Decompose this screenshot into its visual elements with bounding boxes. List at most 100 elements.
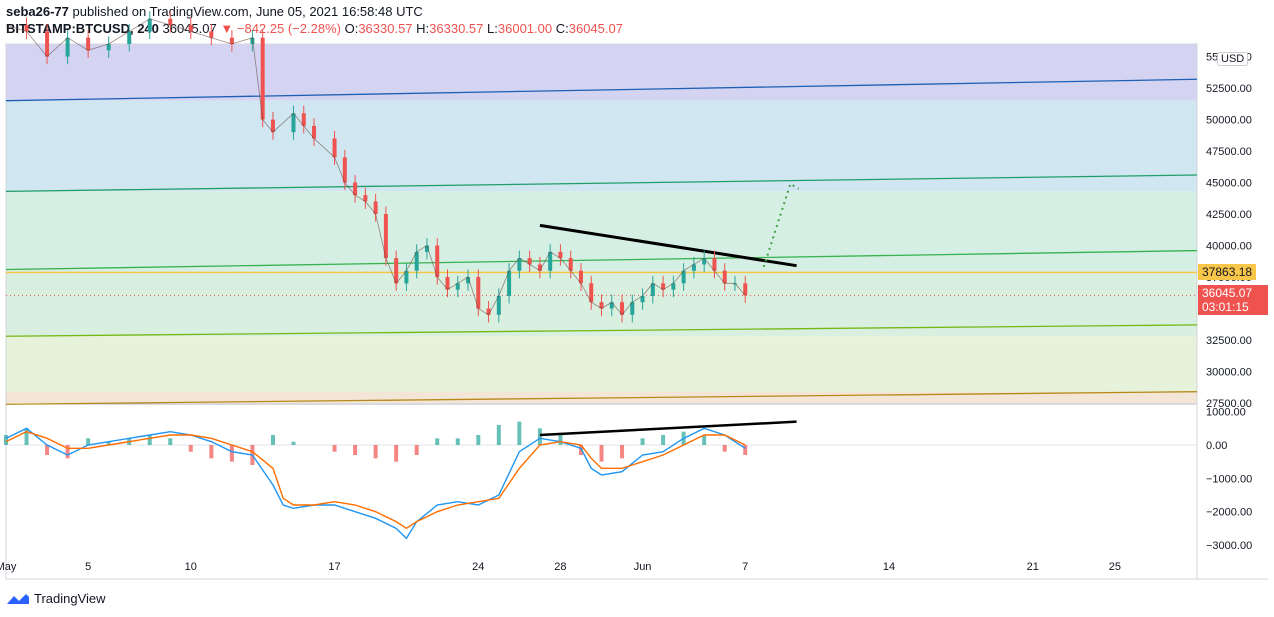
time-axis-tick: 28 xyxy=(554,561,566,573)
publish-info: seba26-77 published on TradingView.com, … xyxy=(6,4,423,19)
candle-body xyxy=(661,283,666,290)
histogram-bar xyxy=(722,445,727,452)
candle-body xyxy=(527,258,532,265)
histogram-bar xyxy=(496,425,501,445)
histogram-bar xyxy=(640,438,645,445)
background-band xyxy=(6,100,1197,192)
histogram-bar xyxy=(517,421,522,445)
price-axis-tick: 45000.00 xyxy=(1206,178,1252,190)
high-label: H: xyxy=(416,21,430,36)
bar-countdown: 03:01:15 xyxy=(1202,300,1249,314)
histogram-bar xyxy=(455,438,460,445)
candle-body xyxy=(537,264,542,271)
time-axis-tick: 5 xyxy=(85,561,91,573)
down-arrow-icon: ▼ xyxy=(220,21,234,36)
tradingview-logo-icon xyxy=(7,593,29,604)
histogram-bar xyxy=(270,435,275,445)
time-axis-tick: 17 xyxy=(328,561,340,573)
histogram-bar xyxy=(353,445,358,455)
candle-body xyxy=(620,302,625,315)
candle-body xyxy=(722,270,727,284)
currency-label[interactable]: USD xyxy=(1217,52,1249,66)
histogram-bar xyxy=(537,428,542,445)
histogram-bar xyxy=(332,445,337,452)
candle-body xyxy=(291,113,296,133)
macd-line xyxy=(5,427,746,540)
oscillator-axis-tick: 1000.00 xyxy=(1206,407,1246,419)
high-value: 36330.57 xyxy=(429,21,484,36)
histogram-bar xyxy=(661,435,666,445)
candle-body xyxy=(24,25,29,32)
candle-body xyxy=(414,251,419,271)
price-axis-tick: 52500.00 xyxy=(1206,83,1252,95)
candle-body xyxy=(106,44,111,51)
candle-body xyxy=(260,37,265,120)
histogram-bar xyxy=(106,441,111,445)
candle-body xyxy=(589,283,594,303)
background-band xyxy=(6,191,1197,270)
channel-line xyxy=(5,249,1198,271)
candle-body xyxy=(424,245,429,252)
open-label: O: xyxy=(344,21,359,36)
last-price-tag: 36045.07 03:01:15 xyxy=(1198,285,1268,315)
candle-body xyxy=(609,302,614,309)
time-axis-tick: 14 xyxy=(883,561,895,573)
channel-line xyxy=(5,324,1198,337)
histogram-bar xyxy=(414,445,419,455)
candle-body xyxy=(65,37,70,57)
histogram-bar xyxy=(209,445,214,459)
histogram-bar xyxy=(229,445,234,462)
time-axis-tick: 21 xyxy=(1027,561,1039,573)
channel-line xyxy=(5,78,1198,102)
candle-body xyxy=(373,201,378,215)
time-axis-tick: May xyxy=(0,561,17,573)
histogram-bar xyxy=(188,445,193,452)
histogram-bar xyxy=(394,445,399,462)
candle-body xyxy=(507,270,512,296)
candle-body xyxy=(147,18,152,32)
histogram-bar xyxy=(435,438,440,445)
histogram-bar xyxy=(743,445,748,455)
candle-body xyxy=(86,37,91,51)
level-price-tag: 37863.18 xyxy=(1198,264,1257,280)
signal-line xyxy=(5,430,746,530)
candle-body xyxy=(435,245,440,278)
price-axis-tick: 32500.00 xyxy=(1206,335,1252,347)
footer-brand[interactable]: TradingView xyxy=(6,591,106,606)
candle-body xyxy=(342,157,347,183)
background-band xyxy=(6,44,1197,101)
oscillator-trendline xyxy=(539,420,797,437)
price-axis-tick: 50000.00 xyxy=(1206,115,1252,127)
candle-body xyxy=(404,270,409,284)
histogram-bar xyxy=(702,435,707,445)
candle-body xyxy=(466,277,471,284)
candle-body xyxy=(671,283,676,290)
candle-body xyxy=(691,264,696,271)
last-price-tag-value: 36045.07 xyxy=(1202,286,1253,300)
candle-body xyxy=(712,258,717,271)
price-line xyxy=(5,18,746,316)
candle-body xyxy=(681,270,686,284)
candle-body xyxy=(568,258,573,271)
candle-body xyxy=(383,214,388,259)
histogram-bar xyxy=(147,435,152,445)
candle-body xyxy=(455,283,460,290)
histogram-bar xyxy=(168,438,173,445)
candle-body xyxy=(270,119,275,133)
oscillator-axis-tick: −2000.00 xyxy=(1206,507,1252,519)
candle-body xyxy=(209,31,214,38)
candle-body xyxy=(578,270,583,284)
candle-body xyxy=(702,258,707,265)
close-label: C: xyxy=(555,21,569,36)
author-name[interactable]: seba26-77 xyxy=(6,4,69,19)
candle-body xyxy=(517,258,522,271)
price-axis-tick: 30000.00 xyxy=(1206,367,1252,379)
candle-body xyxy=(743,283,748,296)
candle-body xyxy=(229,37,234,44)
price-axis-tick: 40000.00 xyxy=(1206,241,1252,253)
candle-body xyxy=(476,277,481,309)
histogram-bar xyxy=(65,445,70,459)
channel-line xyxy=(5,391,1198,405)
brand-name: TradingView xyxy=(34,591,106,606)
